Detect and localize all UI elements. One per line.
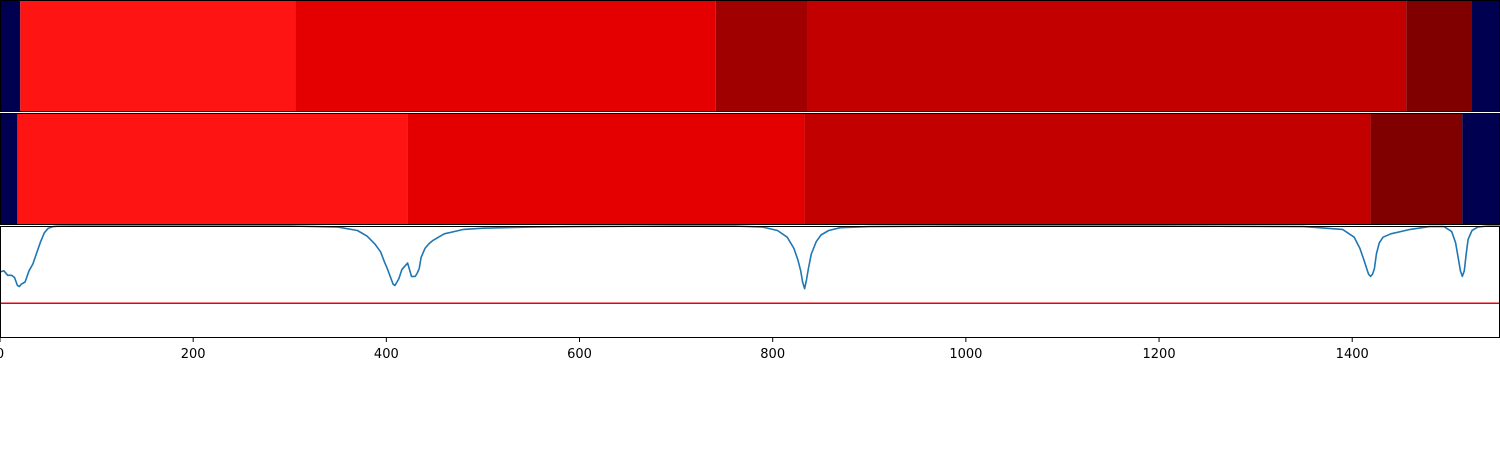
x-tick-label: 1400 [1336, 347, 1369, 362]
line-plot-panel [0, 225, 1500, 338]
heatmap-segment [1462, 113, 1500, 225]
heatmap-segment [20, 0, 296, 112]
heatmap-segment [407, 113, 805, 225]
x-axis: 0 200 400 600 800 1000 1200 1400 [0, 338, 1369, 362]
x-tick-label: 800 [760, 347, 785, 362]
line-panel-background [0, 226, 1500, 338]
heatmap-segment [807, 0, 1407, 112]
heatmap-segment [0, 0, 21, 112]
heatmap-segment [1471, 0, 1500, 112]
heatmap-segment [0, 113, 18, 225]
heatmap-segment [1370, 113, 1463, 225]
x-tick-label: 600 [567, 347, 592, 362]
x-tick-label: 400 [374, 347, 399, 362]
heatmap-segment [804, 113, 1371, 225]
heatmap-segment [715, 0, 808, 112]
heatmap-segment [17, 113, 408, 225]
heatmap-segment [1406, 0, 1472, 112]
x-tick-label: 1200 [1143, 347, 1176, 362]
heatmap-strip-middle [0, 113, 1500, 225]
x-tick-label: 1000 [949, 347, 982, 362]
x-tick-label: 0 [0, 347, 4, 362]
heatmap-segment [295, 0, 716, 112]
x-tick-label: 200 [181, 347, 206, 362]
heatmap-strip-top [0, 0, 1500, 112]
